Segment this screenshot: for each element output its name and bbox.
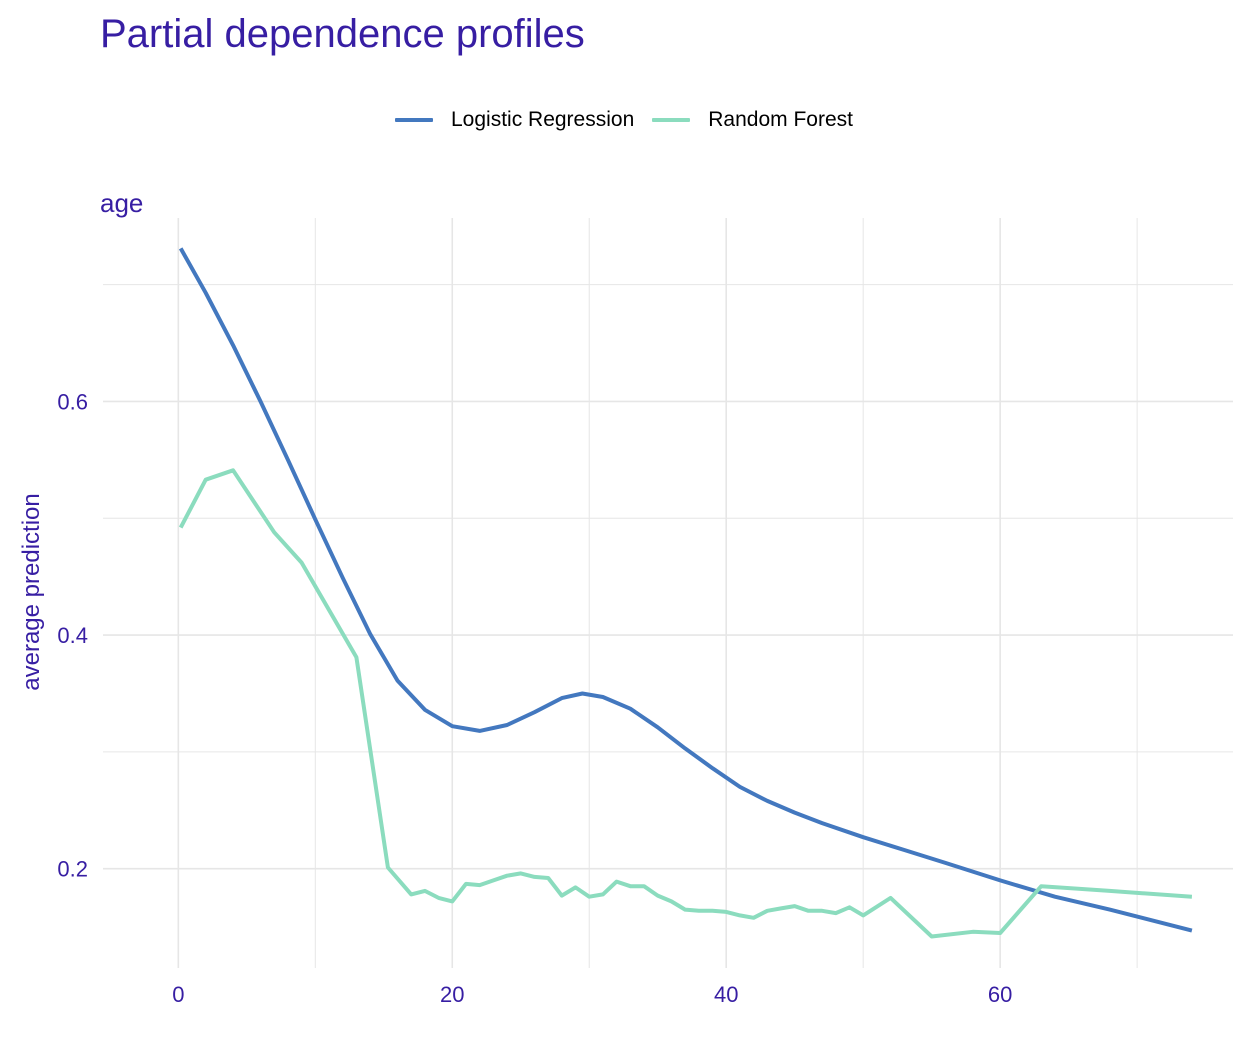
legend-label-random-forest: Random Forest bbox=[708, 108, 853, 131]
y-axis-title: average prediction bbox=[18, 493, 45, 690]
facet-label: age bbox=[100, 188, 144, 218]
legend-item-logistic-regression: Logistic Regression bbox=[395, 108, 634, 132]
grid bbox=[103, 218, 1233, 968]
legend: Logistic Regression Random Forest bbox=[0, 108, 1248, 132]
legend-swatch-logistic-regression bbox=[395, 118, 433, 122]
x-tick-label: 40 bbox=[714, 982, 738, 1007]
y-tick-label: 0.2 bbox=[57, 857, 88, 882]
legend-swatch-random-forest bbox=[652, 118, 691, 122]
y-axis-ticks: 0.2 0.4 0.6 bbox=[57, 389, 88, 881]
y-tick-label: 0.6 bbox=[57, 389, 88, 414]
y-tick-label: 0.4 bbox=[57, 623, 88, 648]
x-axis-ticks: 0 20 40 60 bbox=[172, 982, 1012, 1007]
x-tick-label: 60 bbox=[988, 982, 1012, 1007]
series-lines bbox=[178, 247, 1193, 939]
series-line-random-forest bbox=[178, 468, 1193, 939]
series-line-logistic-regression bbox=[178, 247, 1193, 933]
x-tick-label: 0 bbox=[172, 982, 184, 1007]
x-tick-label: 20 bbox=[440, 982, 464, 1007]
legend-item-random-forest: Random Forest bbox=[652, 108, 853, 132]
chart-title: Partial dependence profiles bbox=[100, 12, 585, 56]
legend-label-logistic-regression: Logistic Regression bbox=[451, 108, 635, 131]
